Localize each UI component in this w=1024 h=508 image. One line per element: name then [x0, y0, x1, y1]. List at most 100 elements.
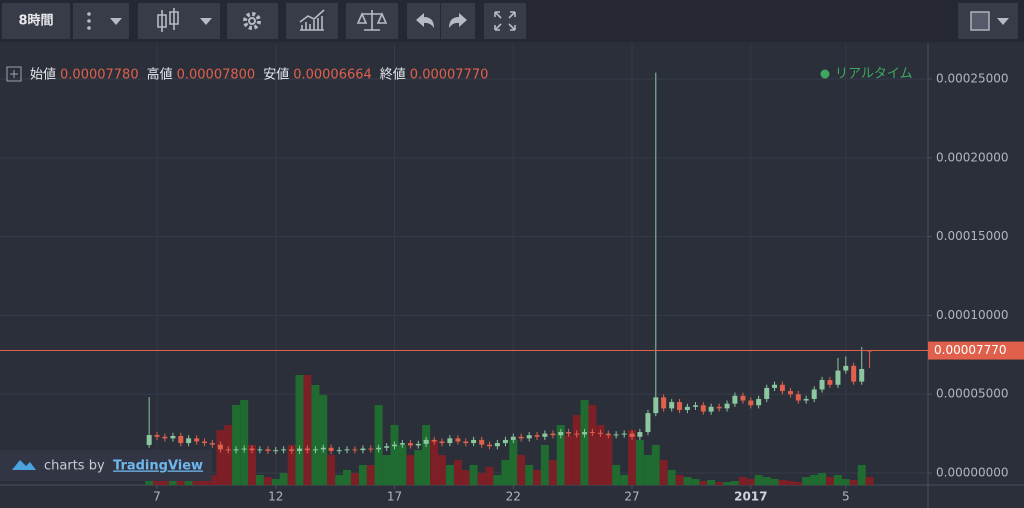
- layout-button[interactable]: [958, 3, 1018, 39]
- volume-bar: [651, 445, 660, 485]
- candle-body: [257, 449, 263, 451]
- candle-body: [202, 441, 208, 444]
- volume-bar: [477, 473, 486, 485]
- candle-body: [645, 413, 651, 433]
- volume-bar: [691, 479, 700, 485]
- candle-body: [439, 441, 445, 444]
- candle-body: [566, 432, 572, 434]
- redo-button[interactable]: [441, 3, 475, 39]
- candle-body: [146, 435, 152, 445]
- volume-bar: [746, 479, 755, 485]
- volume-bar: [160, 480, 169, 485]
- volume-bar: [509, 440, 518, 485]
- icon: [87, 26, 91, 30]
- ohlc-label: 高値: [147, 67, 173, 83]
- volume-bar: [675, 475, 684, 485]
- overlay: リアルタイム charts by TradingView 始値 0.0000778…: [0, 66, 913, 481]
- candle-body: [558, 432, 564, 436]
- button-bg: [484, 3, 526, 39]
- volume-bar: [398, 445, 407, 485]
- undo-button[interactable]: [407, 3, 440, 39]
- y-tick-label: 0.00010000: [936, 308, 1009, 322]
- volume-bar: [430, 440, 439, 485]
- volume-bar: [469, 465, 478, 485]
- interval-button[interactable]: 8時間: [2, 3, 70, 39]
- volume-bar: [224, 425, 233, 485]
- volume-bar: [263, 477, 272, 485]
- volume-bar: [628, 430, 637, 485]
- icon: [248, 17, 256, 25]
- volume-bar: [564, 435, 573, 485]
- watermark-brand[interactable]: TradingView: [113, 459, 203, 474]
- volume-bar: [216, 430, 225, 485]
- volume-bar: [335, 475, 344, 485]
- icon: [243, 12, 261, 30]
- icon: [416, 13, 434, 28]
- icon: [356, 10, 388, 31]
- volume-bar: [865, 477, 874, 485]
- volume-bar: [699, 481, 708, 485]
- plot-area: 0.00000000 0.00005000 0.00010000 0.00015000…: [0, 44, 1024, 504]
- y-tick-label: 0.00015000: [936, 229, 1009, 243]
- compare-button[interactable]: [346, 3, 398, 39]
- volume-bar: [406, 455, 415, 485]
- candle-body: [859, 368, 865, 382]
- volume-bar: [841, 479, 850, 485]
- volume-bar: [358, 465, 367, 485]
- candle-body: [225, 449, 231, 451]
- volume-bar: [303, 375, 312, 485]
- candle-body: [455, 438, 461, 442]
- volume-bar: [556, 425, 565, 485]
- volume-bar: [311, 385, 320, 485]
- volume-bar: [635, 440, 644, 485]
- volume-bar: [319, 395, 328, 485]
- candle-body: [708, 406, 714, 412]
- menu-button[interactable]: [73, 3, 129, 39]
- candle-body: [542, 433, 548, 437]
- candle-body: [756, 398, 762, 406]
- expand-icon[interactable]: [6, 66, 22, 82]
- settings-button[interactable]: [227, 3, 278, 39]
- volume-bar: [580, 400, 589, 485]
- candle-body: [534, 435, 540, 437]
- icon: [299, 9, 325, 31]
- candle-body: [384, 446, 390, 448]
- volume-bar: [620, 475, 629, 485]
- volume-bar: [849, 480, 858, 485]
- candle-body: [376, 447, 382, 450]
- indicators-button[interactable]: [286, 3, 338, 39]
- volume-bar: [715, 482, 724, 485]
- candle-body: [479, 439, 485, 445]
- icon: [87, 19, 91, 23]
- candle-body: [661, 397, 667, 409]
- candle-body: [162, 436, 168, 439]
- volume-bar: [461, 470, 470, 485]
- candle-body: [510, 436, 516, 440]
- candle-body: [320, 447, 326, 450]
- candle-body: [613, 434, 619, 436]
- candle-body: [209, 443, 215, 445]
- candle-body: [629, 433, 635, 437]
- candle-body: [241, 448, 247, 450]
- watermark-prefix: charts by: [44, 459, 105, 474]
- fullscreen-button[interactable]: [484, 3, 526, 39]
- volume-bar: [271, 479, 280, 485]
- candle-body: [447, 438, 453, 444]
- x-tick-label: 5: [842, 490, 850, 504]
- volume-bar: [794, 482, 803, 485]
- candle-body: [748, 400, 754, 406]
- volume-bar: [707, 480, 716, 485]
- watermark-logo: [12, 460, 36, 470]
- last-price-box: [928, 341, 1024, 360]
- volume-bar: [279, 473, 288, 485]
- last-price-label: 0.00007770: [934, 343, 1007, 357]
- volume-bar: [501, 460, 510, 485]
- candle-body: [407, 443, 413, 446]
- icon: [200, 18, 212, 25]
- volume-bar: [295, 375, 304, 485]
- chart-style-button[interactable]: [138, 3, 220, 39]
- volume-bar: [533, 470, 542, 485]
- x-tick-label: 27: [624, 490, 639, 504]
- volume-bar: [422, 425, 431, 485]
